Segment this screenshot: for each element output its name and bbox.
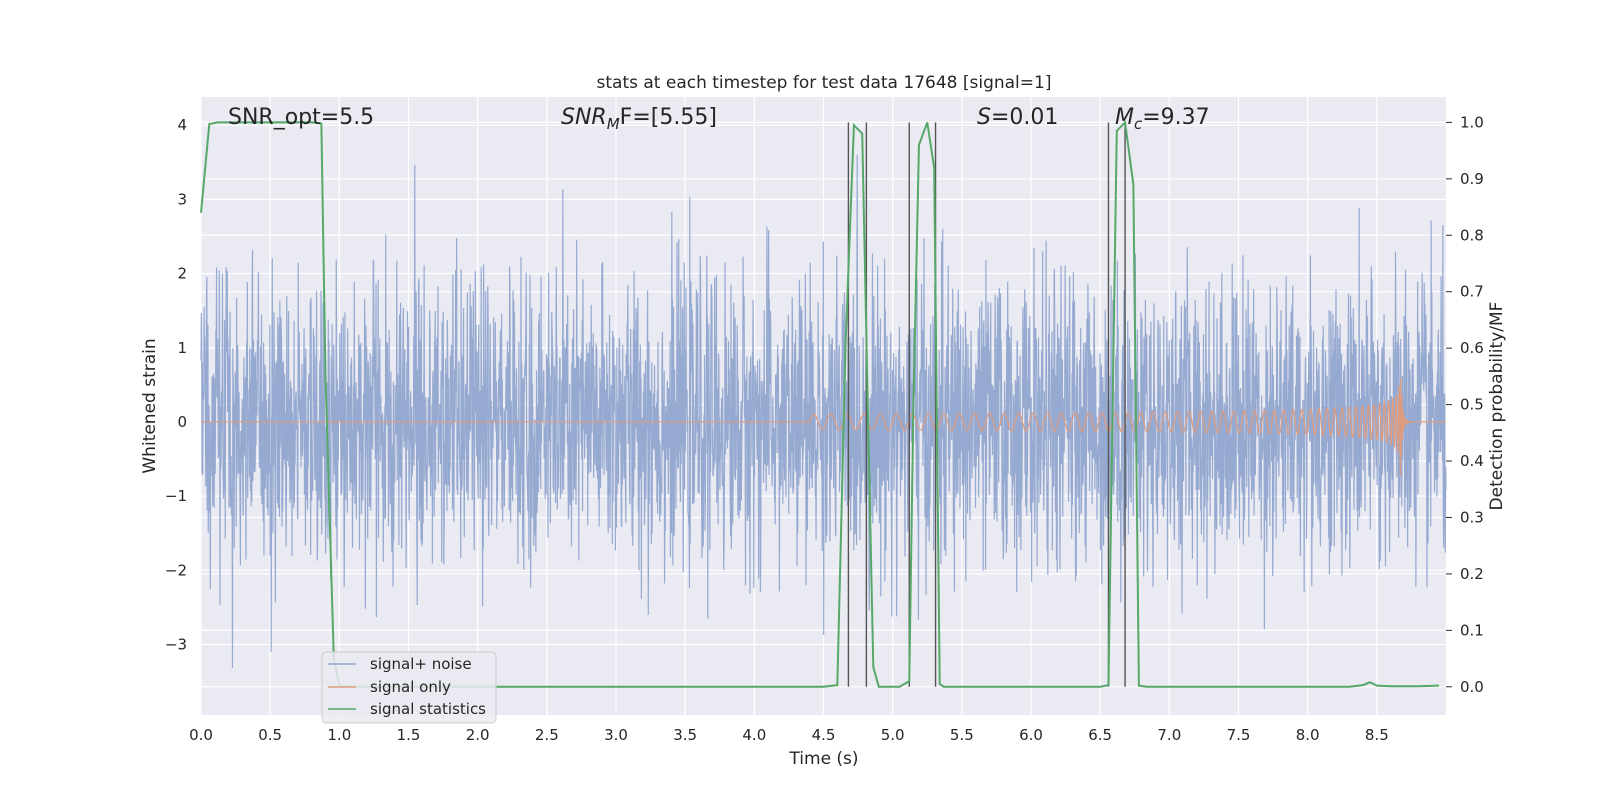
x-tick-label-14: 7.0 [1157,726,1181,744]
y-right-tick-label-5: 0.5 [1460,396,1484,414]
x-tick-label-10: 5.0 [881,726,905,744]
x-tick-label-0: 0.0 [189,726,213,744]
x-axis-ticks: 0.0 0.5 1.0 1.5 2.0 2.5 3.0 3.5 4.0 4.5 5.0 5.5 6.0 6… [189,726,1389,744]
y-left-tick-label-3: 0 [177,413,187,431]
x-tick-label-16: 8.0 [1296,726,1320,744]
y-right-tick-label-6: 0.6 [1460,339,1484,357]
y-right-tick-label-8: 0.8 [1460,226,1484,244]
x-tick-label-11: 5.5 [950,726,974,744]
legend-label-signal-statistics: signal statistics [370,700,486,718]
x-tick-label-4: 2.0 [466,726,490,744]
x-tick-label-8: 4.0 [742,726,766,744]
x-tick-label-3: 1.5 [397,726,421,744]
y-left-tick-label-6: 3 [177,190,187,208]
annotation-snr-mf: SNRMF=[5.55] [561,105,717,133]
y-left-tick-label-4: 1 [177,339,187,357]
y-left-axis-label: Whitened strain [140,338,160,473]
x-tick-label-15: 7.5 [1227,726,1251,744]
x-tick-label-6: 3.0 [604,726,628,744]
legend-box [321,651,497,724]
y-right-tick-label-1: 0.1 [1460,621,1484,639]
y-right-tick-label-0: 0.0 [1460,678,1484,696]
y-right-tick-label-7: 0.7 [1460,283,1484,301]
x-axis-label: Time (s) [788,749,858,769]
y-right-tick-label-2: 0.2 [1460,565,1484,583]
x-tick-label-2: 1.0 [327,726,351,744]
annotation-mc: Mc=9.37 [1115,105,1210,133]
y-right-tick-label-3: 0.3 [1460,508,1484,526]
legend-label-signal-only: signal only [370,678,451,696]
noise-trace [200,154,1447,669]
y-right-axis-ticks: 0.0 0.1 0.2 0.3 0.4 0.5 0.6 0.7 0.8 0.9 1.0 [1446,113,1484,696]
y-right-tick-label-4: 0.4 [1460,452,1484,470]
series-signal-statistics [200,120,1440,688]
legend-label-signal-noise: signal+ noise [370,655,472,673]
statistics-trace [200,120,1440,688]
x-tick-label-1: 0.5 [258,726,282,744]
y-left-tick-label-0: −3 [165,636,187,654]
y-left-tick-label-1: −2 [165,561,187,579]
y-left-tick-label-5: 2 [177,265,187,283]
x-tick-label-5: 2.5 [535,726,559,744]
x-tick-label-13: 6.5 [1088,726,1112,744]
y-left-axis-ticks: −3 −2 −1 0 1 2 3 4 [165,116,187,653]
legend: signal+ noise signal only signal statist… [321,651,497,724]
x-tick-label-9: 4.5 [812,726,836,744]
y-left-tick-label-2: −1 [165,487,187,505]
x-tick-label-7: 3.5 [673,726,697,744]
y-right-tick-label-10: 1.0 [1460,113,1484,131]
annotation-s: S=0.01 [977,105,1058,130]
y-right-tick-label-9: 0.9 [1460,170,1484,188]
y-right-axis-label: Detection probability/MF [1487,302,1507,511]
annotation-snr-opt: SNR_opt=5.5 [228,105,374,130]
x-tick-label-12: 6.0 [1019,726,1043,744]
y-left-tick-label-7: 4 [177,116,187,134]
x-tick-label-17: 8.5 [1365,726,1389,744]
chart-title: stats at each timestep for test data 176… [597,73,1052,93]
series-signal-noise [200,154,1447,669]
